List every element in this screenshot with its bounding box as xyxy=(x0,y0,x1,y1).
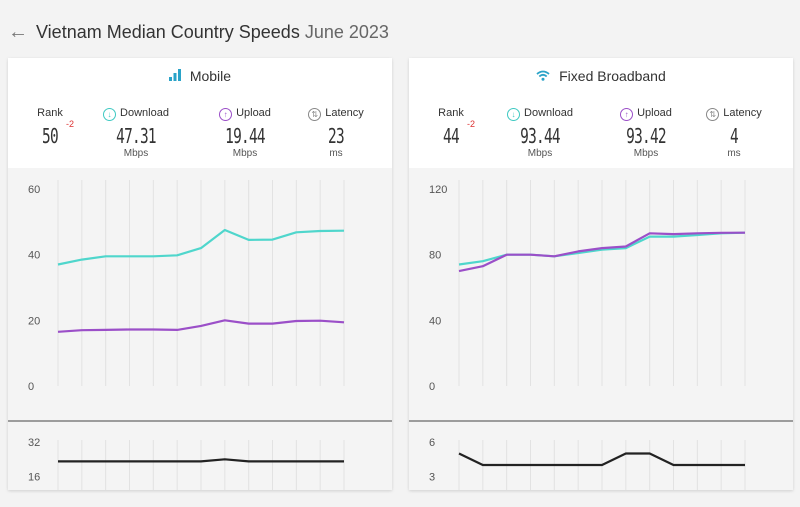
latency-unit: ms xyxy=(329,148,343,159)
broadband-latency-line xyxy=(458,452,745,467)
rank-label: Rank xyxy=(37,107,63,119)
download-value: 93.44 xyxy=(520,124,560,148)
broadband-upload: ↑ Upload 93.42 Mbps xyxy=(601,106,691,159)
broadband-metrics: Rank 44 -2 ↓ Download 93.44 Mbps ↑ Upload … xyxy=(409,106,793,166)
broadband-speed-y-tick: 120 xyxy=(429,184,447,196)
rank-value: 44 xyxy=(443,124,460,148)
wifi-icon xyxy=(536,68,554,84)
mobile-download: ↓ Download 47.31 Mbps xyxy=(91,106,181,159)
upload-value: 19.44 xyxy=(225,124,265,148)
broadband-chart-area: 0408012003606 / 2022 xyxy=(409,168,793,507)
latency-value: 23 xyxy=(328,124,345,148)
broadband-upload-line xyxy=(458,231,746,273)
mobile-upload-line xyxy=(57,319,345,333)
mobile-speed-y-tick: 40 xyxy=(28,250,40,262)
broadband-latency-y-tick: 3 xyxy=(429,472,435,484)
broadband-panel: Fixed Broadband Rank 44 -2 ↓ Download 93.… xyxy=(409,58,793,507)
download-unit: Mbps xyxy=(527,148,553,159)
mobile-panel-title: Mobile xyxy=(8,68,392,84)
mobile-speed-y-tick: 0 xyxy=(28,381,34,393)
download-value: 47.31 xyxy=(116,124,156,148)
mobile-speed-y-tick: 20 xyxy=(28,315,40,327)
broadband-panel-title: Fixed Broadband xyxy=(409,68,793,84)
page-header: ← Vietnam Median Country Speeds June 202… xyxy=(8,18,389,46)
rank-change: -2 xyxy=(467,119,476,129)
latency-icon: ⇅ xyxy=(706,108,720,121)
upload-icon: ↑ xyxy=(620,108,634,121)
back-arrow-icon[interactable]: ← xyxy=(8,21,28,43)
download-icon: ↓ xyxy=(507,108,521,121)
download-unit: Mbps xyxy=(123,148,149,159)
upload-label: Upload xyxy=(637,107,672,119)
rank-value: 50 xyxy=(42,124,59,148)
mobile-latency-y-tick: 32 xyxy=(28,437,40,449)
broadband-rank: Rank 44 xyxy=(406,106,496,148)
upload-unit: Mbps xyxy=(633,148,659,159)
page-date: June 2023 xyxy=(304,21,389,42)
mobile-panel: Mobile Rank 50 -2 ↓ Download 47.31 Mbps ↑… xyxy=(8,58,392,507)
broadband-speed-y-tick: 0 xyxy=(429,381,435,393)
mobile-latency-y-tick: 16 xyxy=(28,472,40,484)
mobile-chart: 02040600163206 / 202206 / 2023 xyxy=(8,180,392,507)
mobile-metrics: Rank 50 -2 ↓ Download 47.31 Mbps ↑ Upload … xyxy=(8,106,392,166)
latency-label: Latency xyxy=(325,107,364,119)
page-title: Vietnam Median Country Speeds xyxy=(36,21,300,42)
download-label: Download xyxy=(120,107,169,119)
upload-value: 93.42 xyxy=(626,124,666,148)
rank-change: -2 xyxy=(66,119,75,129)
upload-icon: ↑ xyxy=(219,108,233,121)
broadband-speed-y-tick: 80 xyxy=(429,250,441,262)
mobile-latency-line xyxy=(58,458,344,463)
mobile-chart-area: 02040600163206 / 202206 / 2023 xyxy=(8,168,392,507)
latency-icon: ⇅ xyxy=(308,108,322,121)
latency-label: Latency xyxy=(723,107,762,119)
signal-bars-icon xyxy=(168,68,185,84)
rank-label: Rank xyxy=(438,107,464,119)
mobile-upload: ↑ Upload 19.44 Mbps xyxy=(200,106,290,159)
broadband-download: ↓ Download 93.44 Mbps xyxy=(495,106,585,159)
download-label: Download xyxy=(524,107,573,119)
broadband-latency: ⇅ Latency 4 ms xyxy=(689,106,779,159)
download-icon: ↓ xyxy=(103,108,117,121)
upload-label: Upload xyxy=(236,107,271,119)
broadband-latency-y-tick: 6 xyxy=(429,437,435,449)
latency-unit: ms xyxy=(727,148,741,159)
broadband-speed-y-tick: 40 xyxy=(429,315,441,327)
mobile-download-line xyxy=(57,228,345,266)
broadband-chart: 0408012003606 / 2022 xyxy=(409,180,793,507)
mobile-latency: ⇅ Latency 23 ms xyxy=(291,106,381,159)
mobile-title-text: Mobile xyxy=(189,68,232,84)
upload-unit: Mbps xyxy=(232,148,258,159)
broadband-title-text: Fixed Broadband xyxy=(559,68,666,84)
mobile-rank: Rank 50 xyxy=(5,106,95,148)
latency-value: 4 xyxy=(730,124,739,148)
mobile-speed-y-tick: 60 xyxy=(28,184,40,196)
